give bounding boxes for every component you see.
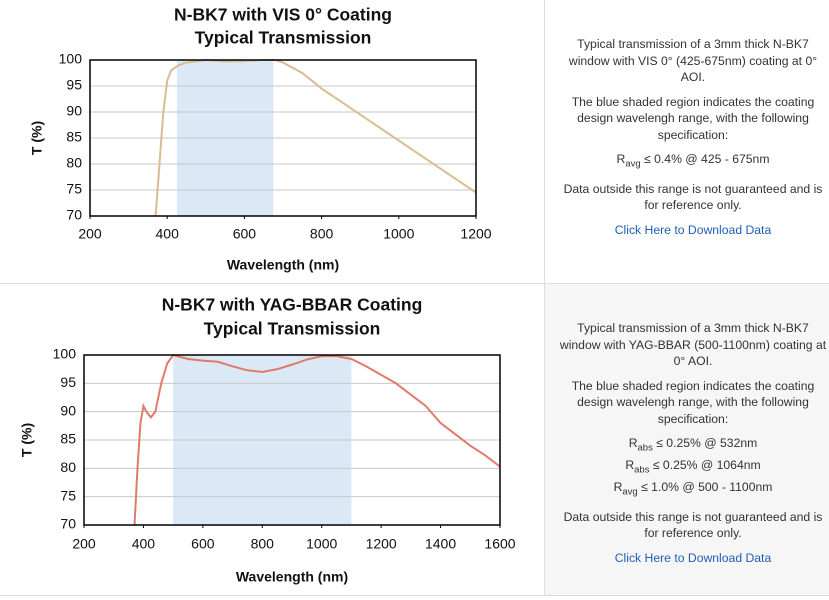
description-panel: Typical transmission of a 3mm thick N-BK… <box>545 284 829 595</box>
y-tick-label: 70 <box>66 207 82 223</box>
spec-text: ≤ 0.25% @ 532nm <box>656 436 758 450</box>
description-text: Typical transmission of a 3mm thick N-BK… <box>559 321 827 368</box>
description-text: Typical transmission of a 3mm thick N-BK… <box>568 37 818 84</box>
spec-subscript: abs <box>634 464 650 476</box>
chart: N-BK7 with YAG-BBAR Coating Typical Trans… <box>19 295 516 585</box>
y-tick-label: 80 <box>60 459 76 475</box>
spec-text: ≤ 0.25% @ 1064nm <box>652 457 761 472</box>
spec-symbol: R <box>625 457 635 472</box>
y-tick-label: 75 <box>66 181 82 197</box>
x-tick-label: 1000 <box>306 536 337 552</box>
spec-text: ≤ 0.4% @ 425 - 675nm <box>644 152 770 166</box>
y-tick-label: 85 <box>60 431 76 447</box>
chart-title: N-BK7 with YAG-BBAR Coating <box>162 295 423 315</box>
note-text: Data outside this range is not guarantee… <box>563 509 823 541</box>
spec-symbol: R <box>613 479 623 494</box>
transmission-line <box>133 353 501 526</box>
description-panel: Typical transmission of a 3mm thick N-BK… <box>545 0 829 283</box>
spec-subscript: avg <box>625 158 641 170</box>
description-text: The blue shaded region indicates the coa… <box>571 94 815 142</box>
chart: N-BK7 with VIS 0° Coating Typical Transmi… <box>29 5 492 273</box>
download-link[interactable]: Click Here to Download Data <box>614 550 772 565</box>
spec-symbol: R <box>628 436 638 450</box>
x-axis-label: Wavelength (nm) <box>227 257 339 273</box>
note-text: Data outside this range is not guarantee… <box>563 181 823 213</box>
x-tick-label: 1600 <box>484 536 515 552</box>
y-tick-label: 90 <box>66 103 82 119</box>
spec-subscript: avg <box>622 486 638 498</box>
y-tick-label: 85 <box>66 129 82 145</box>
x-tick-label: 400 <box>132 536 156 552</box>
y-tick-label: 100 <box>53 346 77 362</box>
chart-cell: N-BK7 with YAG-BBAR Coating Typical Trans… <box>0 284 545 595</box>
link-wrap: Click Here to Download Data <box>559 222 827 239</box>
y-axis-label: T (%) <box>19 423 35 457</box>
x-tick-label: 800 <box>251 536 275 552</box>
y-axis-label: T (%) <box>29 121 45 155</box>
plot-frame <box>89 59 477 217</box>
download-link[interactable]: Click Here to Download Data <box>614 222 772 237</box>
x-tick-label: 1200 <box>460 226 491 242</box>
x-tick-label: 1000 <box>383 226 414 242</box>
spec-text: ≤ 1.0% @ 500 - 1100nm <box>641 479 773 494</box>
x-tick-label: 200 <box>78 226 102 242</box>
x-tick-label: 200 <box>72 536 96 552</box>
chart-title: N-BK7 with VIS 0° Coating <box>174 5 392 25</box>
x-tick-label: 1400 <box>425 536 456 552</box>
y-tick-label: 100 <box>59 51 83 67</box>
spec-line: Rabs ≤ 0.25% @ 1064nm <box>559 457 827 479</box>
spec-subscript: abs <box>637 442 653 454</box>
spec-list: Rabs ≤ 0.25% @ 532nm Rabs ≤ 0.25% @ 1064n… <box>559 435 827 501</box>
row: N-BK7 with VIS 0° Coating Typical Transmi… <box>0 0 829 284</box>
chart-subtitle: Typical Transmission <box>204 319 381 339</box>
y-tick-label: 95 <box>66 77 82 93</box>
spec-list: Ravg ≤ 0.4% @ 425 - 675nm <box>559 151 827 173</box>
y-tick-label: 80 <box>66 155 82 171</box>
x-tick-label: 600 <box>233 226 257 242</box>
x-tick-label: 600 <box>191 536 215 552</box>
spec-line: Rabs ≤ 0.25% @ 532nm <box>559 435 827 457</box>
row: N-BK7 with YAG-BBAR Coating Typical Trans… <box>0 284 829 596</box>
chart-cell: N-BK7 with VIS 0° Coating Typical Transmi… <box>0 0 545 283</box>
chart-subtitle: Typical Transmission <box>195 28 372 48</box>
x-tick-label: 400 <box>156 226 180 242</box>
spec-line: Ravg ≤ 1.0% @ 500 - 1100nm <box>559 479 827 501</box>
spec-line: Ravg ≤ 0.4% @ 425 - 675nm <box>559 151 827 173</box>
link-wrap: Click Here to Download Data <box>559 550 827 567</box>
plot-frame <box>83 354 501 526</box>
x-tick-label: 1200 <box>366 536 397 552</box>
y-tick-label: 90 <box>60 402 76 418</box>
spec-symbol: R <box>616 152 626 166</box>
description-text: The blue shaded region indicates the coa… <box>571 378 815 426</box>
y-tick-label: 70 <box>60 516 76 532</box>
x-axis-label: Wavelength (nm) <box>236 569 348 585</box>
y-tick-label: 75 <box>60 487 76 503</box>
y-tick-label: 95 <box>60 374 76 390</box>
x-tick-label: 800 <box>310 226 334 242</box>
